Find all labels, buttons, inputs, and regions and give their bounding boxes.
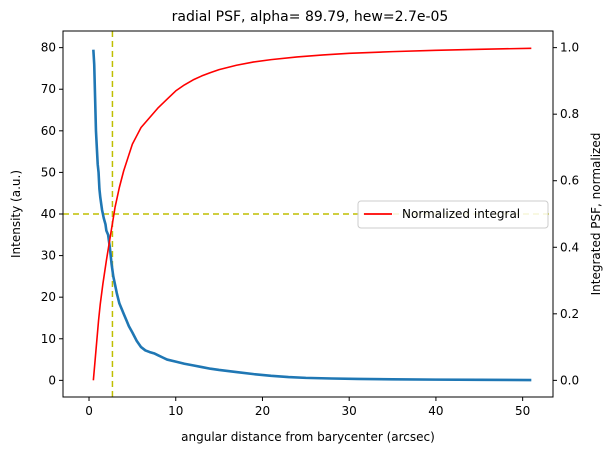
left-axis-label: Intensity (a.u.): [9, 170, 23, 258]
left-tick-label: 80: [41, 41, 56, 55]
x-tick-label: 0: [85, 404, 93, 418]
left-tick-label: 50: [41, 165, 56, 179]
right-axis-label: Integrated PSF, normalized: [589, 133, 603, 296]
left-tick-label: 60: [41, 124, 56, 138]
normalized-integral-line: [92, 47, 532, 381]
right-tick-label: 0.8: [560, 107, 579, 121]
x-axis-ticks: 0 10 20 30 40 50: [85, 397, 530, 418]
right-tick-label: 0.2: [560, 307, 579, 321]
left-tick-label: 0: [48, 373, 56, 387]
right-tick-label: 0.4: [560, 240, 579, 254]
left-tick-label: 10: [41, 332, 56, 346]
reference-lines: [63, 31, 553, 397]
legend-box: [357, 200, 549, 229]
left-tick-label: 30: [41, 249, 56, 263]
x-tick-label: 30: [342, 404, 357, 418]
left-tick-label: 20: [41, 290, 56, 304]
x-tick-label: 10: [168, 404, 183, 418]
right-tick-label: 1.0: [560, 41, 579, 55]
legend-label: Normalized integral: [402, 207, 520, 221]
left-tick-label: 40: [41, 207, 56, 221]
x-tick-label: 40: [428, 404, 443, 418]
x-tick-label: 20: [255, 404, 270, 418]
right-tick-label: 0.0: [560, 373, 579, 387]
chart-title: radial PSF, alpha= 89.79, hew=2.7e-05: [172, 9, 449, 25]
right-tick-label: 0.6: [560, 174, 579, 188]
integral-series: [92, 47, 532, 381]
intensity-line: [92, 49, 532, 382]
x-axis-label: angular distance from barycenter (arcsec…: [181, 430, 435, 444]
left-tick-label: 70: [41, 82, 56, 96]
intensity-series: [92, 49, 532, 382]
x-tick-label: 50: [515, 404, 530, 418]
right-axis-ticks: 0.0 0.2 0.4 0.6 0.8 1.0: [553, 41, 579, 387]
legend: Normalized integral: [357, 200, 549, 229]
left-axis-ticks: 0 10 20 30 40 50 60 70 80: [41, 41, 63, 387]
